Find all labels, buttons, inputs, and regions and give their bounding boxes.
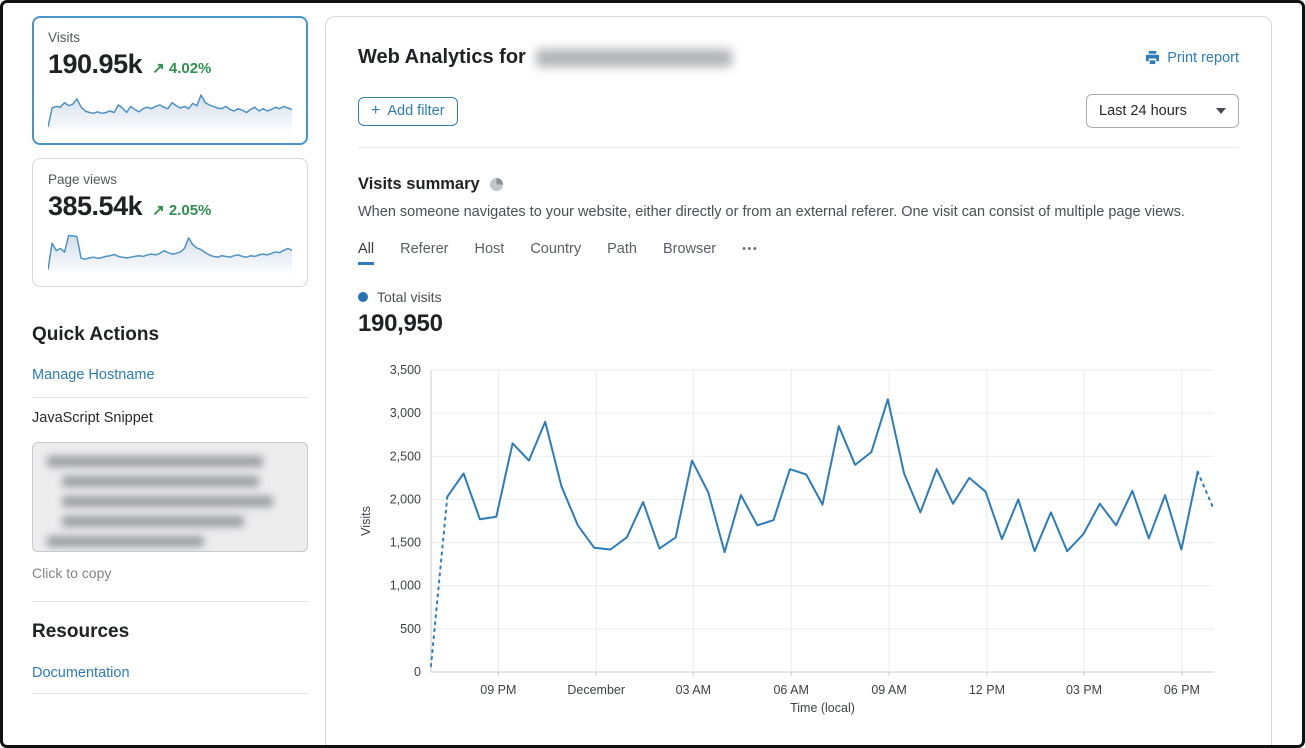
svg-text:12 PM: 12 PM <box>969 683 1005 697</box>
page-title-text: Web Analytics for <box>358 46 526 68</box>
metric-delta: ↗ 4.02% <box>152 59 211 77</box>
site-domain-redacted <box>535 48 732 67</box>
trend-up-icon: ↗ <box>152 60 165 77</box>
svg-text:Visits: Visits <box>359 506 373 536</box>
page-title: Web Analytics for <box>358 46 732 69</box>
printer-icon <box>1146 50 1160 65</box>
summary-tabs: All Referer Host Country Path Browser ••• <box>358 241 1239 265</box>
redacted-code-line <box>47 456 264 467</box>
svg-text:3,500: 3,500 <box>390 363 421 377</box>
metric-card-page-views[interactable]: Page views 385.54k ↗ 2.05% <box>32 158 308 287</box>
svg-text:06 PM: 06 PM <box>1164 683 1200 697</box>
visits-summary-title: Visits summary <box>358 175 480 193</box>
page-views-sparkline <box>48 228 292 274</box>
svg-text:2,500: 2,500 <box>390 449 421 463</box>
metric-value: 190.95k <box>48 49 143 79</box>
chevron-down-icon <box>1216 108 1226 114</box>
metric-delta: ↗ 2.05% <box>152 201 211 219</box>
metric-label: Visits <box>48 30 81 45</box>
svg-text:1,000: 1,000 <box>390 579 421 593</box>
more-tabs-button[interactable]: ••• <box>742 243 759 255</box>
sidebar: Visits 190.95k ↗ 4.02% Page views 385.54… <box>32 16 308 694</box>
divider <box>32 397 308 398</box>
divider <box>358 147 1239 148</box>
tab-all[interactable]: All <box>358 241 375 265</box>
trend-up-icon: ↗ <box>152 202 165 219</box>
tab-host[interactable]: Host <box>474 241 505 257</box>
svg-text:03 AM: 03 AM <box>676 683 711 697</box>
pie-chart-icon <box>489 177 503 192</box>
metric-label: Page views <box>48 172 118 187</box>
tab-referer[interactable]: Referer <box>400 241 449 257</box>
visits-chart[interactable]: 0 500 1,000 1,500 2,000 2,500 3,000 3,500 09 PM D… <box>358 360 1239 721</box>
metric-delta-value: 2.05% <box>168 202 212 219</box>
total-visits-value: 190,950 <box>358 310 443 337</box>
svg-text:09 AM: 09 AM <box>871 683 906 697</box>
resources-heading: Resources <box>32 621 130 642</box>
metric-value: 385.54k <box>48 191 143 221</box>
divider <box>32 601 308 602</box>
code-snippet-redacted[interactable] <box>32 442 308 552</box>
main-header: Web Analytics for Print report + Add fil… <box>326 17 1271 148</box>
metric-card-visits[interactable]: Visits 190.95k ↗ 4.02% <box>32 16 308 145</box>
tab-browser[interactable]: Browser <box>662 241 717 257</box>
legend-dot-icon <box>358 292 368 302</box>
documentation-link[interactable]: Documentation <box>32 665 130 681</box>
svg-text:December: December <box>567 683 625 697</box>
redacted-code-line <box>47 536 205 547</box>
svg-text:1,500: 1,500 <box>390 536 421 550</box>
visits-sparkline <box>48 86 292 132</box>
print-report-button[interactable]: Print report <box>1145 50 1239 66</box>
javascript-snippet-label: JavaScript Snippet <box>32 410 153 426</box>
time-range-dropdown[interactable]: Last 24 hours <box>1086 94 1239 128</box>
svg-text:3,000: 3,000 <box>390 406 421 420</box>
visits-summary-section: Visits summary When someone navigates to… <box>326 148 1271 721</box>
add-filter-label: Add filter <box>387 103 445 119</box>
tab-country[interactable]: Country <box>530 241 582 257</box>
print-report-label: Print report <box>1167 49 1239 66</box>
redacted-code-line <box>61 476 259 487</box>
click-to-copy-hint: Click to copy <box>32 565 112 581</box>
time-range-value: Last 24 hours <box>1099 103 1187 119</box>
svg-text:Time (local): Time (local) <box>790 701 855 715</box>
legend-label: Total visits <box>377 289 442 305</box>
visits-summary-description: When someone navigates to your website, … <box>358 204 1185 220</box>
quick-actions-heading: Quick Actions <box>32 324 160 345</box>
metric-delta-value: 4.02% <box>168 60 212 77</box>
svg-text:03 PM: 03 PM <box>1066 683 1102 697</box>
svg-text:500: 500 <box>400 622 421 636</box>
tab-path[interactable]: Path <box>607 241 637 257</box>
plus-icon: + <box>371 102 381 119</box>
redacted-code-line <box>61 496 274 507</box>
add-filter-button[interactable]: + Add filter <box>358 96 458 126</box>
svg-text:0: 0 <box>414 665 421 679</box>
svg-text:2,000: 2,000 <box>390 492 421 506</box>
manage-hostname-link[interactable]: Manage Hostname <box>32 367 155 383</box>
divider <box>32 693 308 694</box>
chart-legend: Total visits <box>358 289 1239 305</box>
main-panel: Web Analytics for Print report + Add fil… <box>325 16 1272 748</box>
redacted-code-line <box>61 516 244 527</box>
svg-text:06 AM: 06 AM <box>773 683 808 697</box>
svg-text:09 PM: 09 PM <box>480 683 516 697</box>
